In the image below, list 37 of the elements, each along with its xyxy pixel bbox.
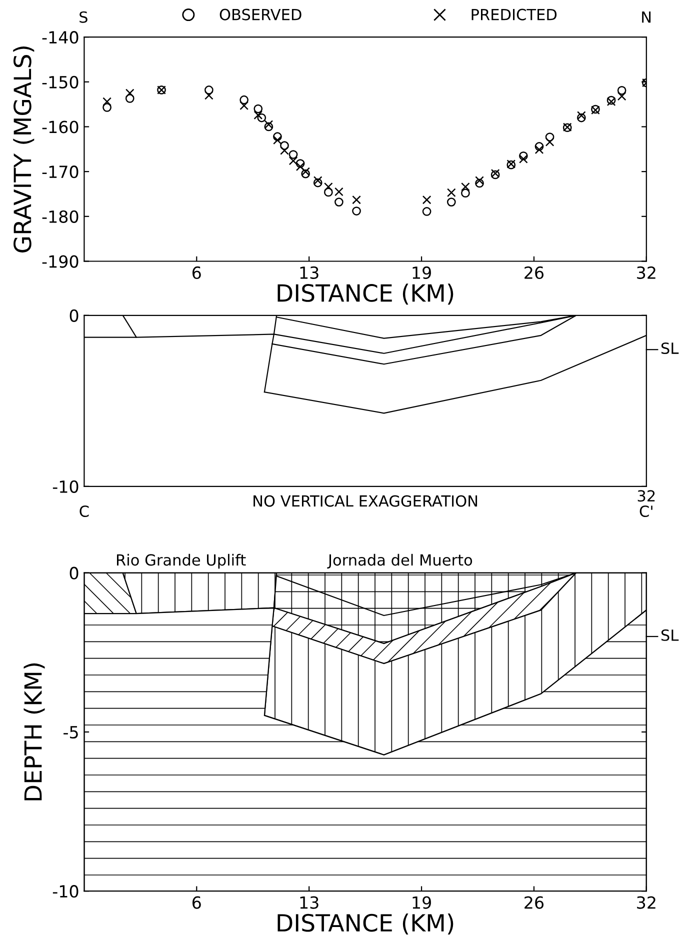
y-tick-label: 0: [70, 309, 78, 322]
y-tick-label: -10: [52, 885, 78, 898]
x-tick-label: 19: [412, 266, 431, 280]
text: 32: [638, 490, 655, 502]
x-axis-title: DISTANCE (KM): [278, 284, 454, 305]
x-tick-label: 26: [524, 896, 544, 909]
y-tick-label: -160: [42, 120, 78, 134]
x-tick-label: 13: [300, 266, 318, 280]
annotation: Jornada del Muerto: [327, 554, 472, 569]
x-tick-label: 19: [412, 896, 431, 909]
annotation: Rio Grande Uplift: [117, 554, 246, 569]
y-tick-label: -190: [42, 255, 78, 268]
legend-label: OBSERVED: [220, 8, 302, 20]
text: C: [80, 505, 89, 518]
y-tick-label: -5: [64, 726, 78, 739]
x-tick-label: 6: [192, 896, 201, 909]
y-tick-label: -140: [42, 31, 78, 44]
ref-line-label: SL: [661, 342, 679, 354]
x-tick-label: 6: [192, 266, 201, 280]
y-axis-title: GRAVITY (MGALS): [13, 46, 34, 252]
x-tick-label: 13: [300, 896, 318, 909]
y-tick-label: 0: [70, 566, 78, 580]
y-tick-label: -170: [42, 166, 78, 178]
y-tick-label: -180: [42, 210, 78, 223]
x-tick-label: 32: [637, 266, 656, 280]
x-tick-label: 32: [637, 896, 656, 909]
text: N: [642, 12, 651, 23]
text: NO VERTICAL EXAGGERATION: [254, 495, 478, 507]
text: C': [640, 505, 652, 518]
y-tick-label: -150: [42, 76, 78, 88]
x-tick-label: 26: [524, 266, 544, 280]
ref-line-label: SL: [661, 629, 679, 641]
x-axis-title: DISTANCE (KM): [278, 914, 454, 935]
y-tick-label: -10: [52, 480, 78, 493]
y-axis-title: DEPTH (KM): [24, 663, 45, 800]
text: S: [80, 11, 88, 23]
legend-label: PREDICTED: [472, 8, 557, 20]
